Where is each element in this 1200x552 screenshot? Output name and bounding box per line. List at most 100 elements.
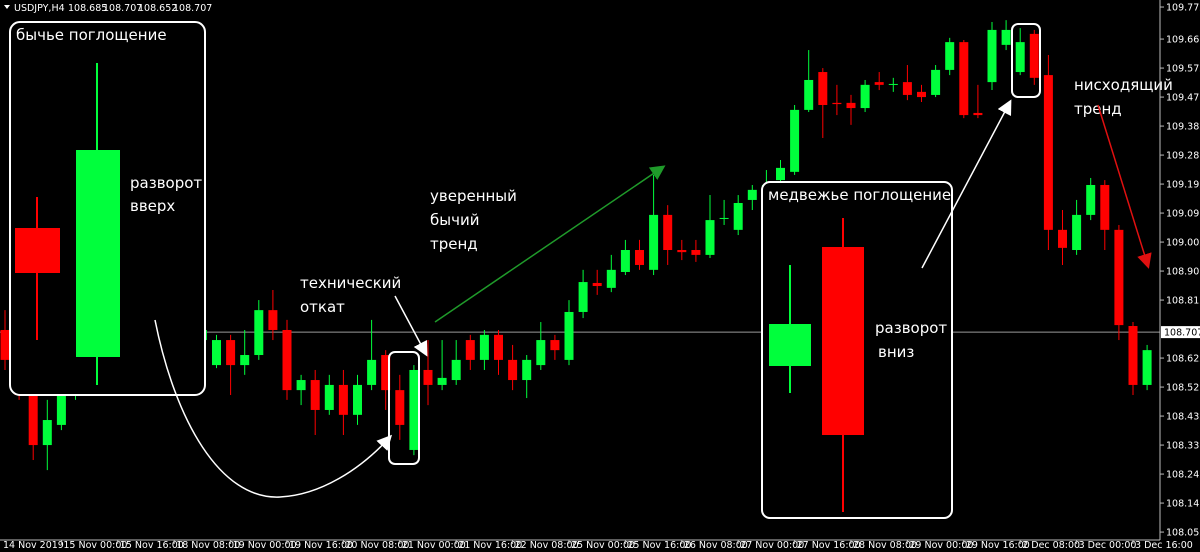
arrow <box>434 165 666 323</box>
annotation: бычий <box>430 211 479 229</box>
candle-body <box>423 369 433 385</box>
candle-body <box>747 189 757 200</box>
x-tick-label: 28 Nov 08:00 <box>853 540 917 551</box>
candle-body <box>451 359 461 381</box>
candle-body <box>1043 75 1053 230</box>
illustration <box>76 150 120 357</box>
arrow <box>154 319 393 498</box>
x-tick-label: 14 Nov 2019 <box>3 540 64 551</box>
candle-body <box>649 214 659 270</box>
candle-body <box>719 217 729 219</box>
candle-body <box>973 112 983 116</box>
candle-body <box>1001 29 1011 45</box>
x-tick-label: 3 Dec 00:00 <box>1079 540 1137 551</box>
annotation: тренд <box>1074 100 1122 118</box>
candle-body <box>564 311 574 360</box>
y-tick-label: 109.192 <box>1166 180 1200 191</box>
annotation: уверенный <box>430 187 517 205</box>
candle-body <box>28 395 38 446</box>
quote: 108.707 <box>173 3 212 14</box>
candle-body <box>818 72 828 106</box>
y-tick-label: 108.337 <box>1166 441 1200 452</box>
candle-body <box>42 420 52 446</box>
candle-body <box>522 359 532 381</box>
arrow <box>921 99 1012 269</box>
candle-body <box>353 384 362 415</box>
y-tick-label: 109.667 <box>1166 35 1200 46</box>
annotation: медвежье поглощение <box>768 186 951 204</box>
x-tick-label: 15 Nov 16:00 <box>120 540 184 551</box>
x-tick-label: 18 Nov 08:00 <box>176 540 240 551</box>
header-icon <box>4 5 10 9</box>
candle-body <box>1086 184 1096 215</box>
candle-body <box>494 334 503 360</box>
x-tick-label: 3 Dec 16:00 <box>1135 540 1193 551</box>
candle-body <box>324 384 334 410</box>
candle-body <box>1142 350 1152 385</box>
annotation: вниз <box>878 343 914 361</box>
y-tick-label: 108.052 <box>1166 528 1200 539</box>
candle-body <box>282 329 292 391</box>
x-tick-label: 22 Nov 08:00 <box>515 540 579 551</box>
price-box <box>1161 326 1200 339</box>
candle-body <box>381 355 391 391</box>
candle-body <box>1128 326 1138 385</box>
candle-body <box>888 83 898 85</box>
candle-body <box>959 42 969 116</box>
y-tick-label: 108.242 <box>1166 470 1200 481</box>
arrow <box>394 295 428 357</box>
y-tick-label: 109.477 <box>1166 93 1200 104</box>
candle-body <box>479 334 489 360</box>
annotations: бычье поглощение разворот вверх техничес… <box>9 21 1173 519</box>
candle-body <box>592 282 602 287</box>
candle-body <box>0 329 10 360</box>
x-tick-label: 21 Nov 00:00 <box>402 540 466 551</box>
candle-body <box>212 340 221 366</box>
annotation: бычье поглощение <box>16 26 167 44</box>
y-tick-label: 108.907 <box>1166 267 1200 278</box>
y-tick-label: 108.527 <box>1166 383 1200 394</box>
annotation: технический <box>300 274 401 292</box>
candle-body <box>536 340 546 366</box>
x-tick-label: 27 Nov 16:00 <box>797 540 861 551</box>
illustration <box>822 247 864 435</box>
candle-body <box>395 390 405 425</box>
candle-body <box>367 359 377 385</box>
candle-body <box>465 340 475 360</box>
symbol: USDJPY,H4 <box>14 3 65 14</box>
arrow <box>1097 104 1152 269</box>
highlight-box <box>1011 23 1041 98</box>
y-tick-label: 108.147 <box>1166 499 1200 510</box>
candle-body <box>860 84 870 109</box>
candle-body <box>931 69 941 95</box>
y-tick-label: 109.002 <box>1166 238 1200 249</box>
candle-body <box>804 79 814 110</box>
candle-body <box>338 384 348 415</box>
annotation: откат <box>300 298 345 316</box>
y-tick-label: 109.287 <box>1166 151 1200 162</box>
x-tick-label: 25 Nov 16:00 <box>627 540 691 551</box>
x-tick-label: 20 Nov 08:00 <box>345 540 409 551</box>
y-tick-label: 109.097 <box>1166 209 1200 220</box>
x-tick-label: 26 Nov 08:00 <box>684 540 748 551</box>
candle-body <box>663 214 673 251</box>
quote: 108.707 <box>103 3 142 14</box>
candle-body <box>508 359 518 381</box>
highlight-box <box>388 351 420 465</box>
candle-body <box>902 82 912 95</box>
candle-body <box>310 380 320 410</box>
candle-body <box>846 102 856 109</box>
candle-body <box>987 29 997 83</box>
x-tick-label: 29 Nov 00:00 <box>909 540 973 551</box>
candle-body <box>691 250 701 255</box>
x-tick-label: 21 Nov 16:00 <box>458 540 522 551</box>
x-tick-label: 29 Nov 16:00 <box>966 540 1030 551</box>
quote: 108.652 <box>138 3 177 14</box>
x-tick-label: 15 Nov 00:00 <box>63 540 127 551</box>
candle-body <box>550 340 560 351</box>
candle-body <box>1029 33 1039 78</box>
y-tick-label: 108.432 <box>1166 412 1200 423</box>
y-tick-label: 108.622 <box>1166 354 1200 365</box>
